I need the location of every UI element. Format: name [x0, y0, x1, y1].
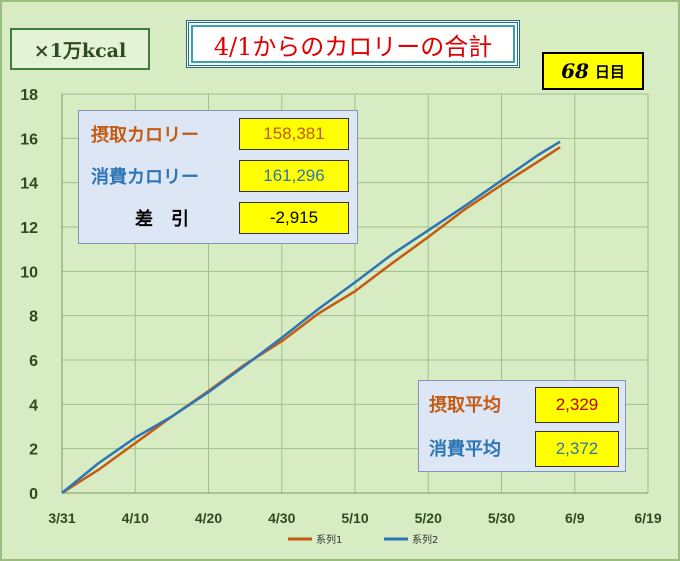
- intake-average-value: 2,329: [535, 387, 619, 423]
- chart-title-box: 4/1からのカロリーの合計: [186, 20, 520, 68]
- y-tick-label: 2: [29, 442, 38, 459]
- y-tick-label: 0: [29, 486, 38, 503]
- y-tick-label: 6: [29, 353, 38, 370]
- unit-label: ×1万kcal: [10, 28, 150, 70]
- day-count: 68: [561, 59, 589, 83]
- intake-average-row: 摂取平均 2,329: [419, 383, 625, 423]
- day-unit: 日目: [594, 62, 625, 81]
- burn-row: 消費カロリー 161,296: [79, 155, 357, 195]
- x-tick-label: 6/9: [565, 510, 585, 526]
- burn-average-row: 消費平均 2,372: [419, 427, 625, 467]
- legend-label: 系列2: [412, 533, 438, 546]
- intake-row: 摂取カロリー 158,381: [79, 113, 357, 153]
- x-tick-label: 4/30: [268, 510, 295, 526]
- chart-title: 4/1からのカロリーの合計: [191, 25, 515, 63]
- y-tick-label: 18: [20, 87, 38, 104]
- x-tick-label: 5/20: [415, 510, 442, 526]
- x-tick-label: 3/31: [48, 510, 75, 526]
- difference-label: 差 引: [135, 209, 189, 230]
- series-line-1: [61, 146, 561, 495]
- series-line-2: [61, 140, 561, 494]
- x-tick-label: 5/10: [341, 510, 368, 526]
- x-tick-label: 6/19: [634, 510, 661, 526]
- y-tick-label: 4: [29, 397, 38, 414]
- y-tick-label: 8: [29, 309, 38, 326]
- averages-box: 摂取平均 2,329 消費平均 2,372: [418, 380, 626, 472]
- difference-row: 差 引 -2,915: [79, 197, 357, 237]
- y-tick-label: 14: [20, 176, 38, 193]
- day-count-box: 68 日目: [542, 52, 644, 90]
- y-tick-label: 16: [20, 131, 38, 148]
- y-tick-label: 12: [20, 220, 38, 237]
- x-tick-label: 4/10: [122, 510, 149, 526]
- burn-total-label: 消費カロリー: [91, 167, 199, 188]
- x-tick-label: 4/20: [195, 510, 222, 526]
- x-tick-label: 5/30: [488, 510, 515, 526]
- y-tick-label: 10: [20, 264, 38, 281]
- difference-value: -2,915: [239, 202, 349, 234]
- burn-average-label: 消費平均: [429, 439, 501, 460]
- intake-average-label: 摂取平均: [429, 395, 501, 416]
- intake-total-value: 158,381: [239, 118, 349, 150]
- legend-label: 系列1: [316, 533, 342, 546]
- burn-total-value: 161,296: [239, 160, 349, 192]
- intake-total-label: 摂取カロリー: [91, 125, 199, 146]
- calorie-totals-box: 摂取カロリー 158,381 消費カロリー 161,296 差 引 -2,915: [78, 110, 358, 244]
- burn-average-value: 2,372: [535, 431, 619, 467]
